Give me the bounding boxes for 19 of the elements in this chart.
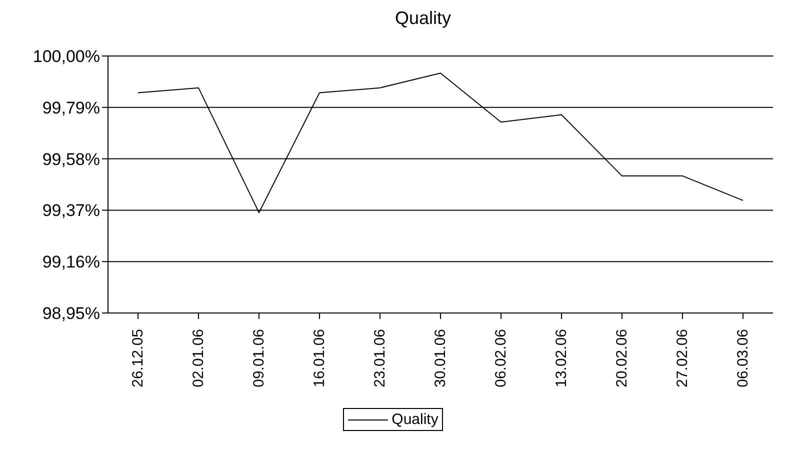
y-tick-label: 100,00% — [32, 47, 100, 66]
y-tick-label: 99,37% — [42, 201, 100, 220]
x-tick-label: 02.01.06 — [190, 329, 207, 388]
x-tick-label: 09.01.06 — [250, 329, 268, 388]
x-tick-label: 20.02.06 — [614, 329, 630, 388]
x-tick-label: 26.12.05 — [130, 329, 146, 388]
chart-title: Quality — [394, 8, 452, 30]
x-tick-label: 16.01.06 — [311, 329, 328, 388]
x-tick-label: 30.01.06 — [432, 329, 449, 388]
x-tick-label: 27.02.06 — [674, 329, 691, 388]
y-tick-label: 99,58% — [42, 150, 100, 169]
x-tick-label: 06.02.06 — [492, 329, 510, 388]
y-tick-label: 99,79% — [42, 98, 100, 118]
x-tick-label: 23.01.06 — [372, 329, 388, 388]
y-tick-label: 98,95% — [42, 304, 100, 324]
x-tick-label: 13.02.06 — [553, 329, 570, 388]
x-tick-label: 06.03.06 — [734, 329, 752, 388]
legend-label: Quality — [392, 411, 438, 428]
y-tick-label: 99,16% — [42, 252, 100, 272]
